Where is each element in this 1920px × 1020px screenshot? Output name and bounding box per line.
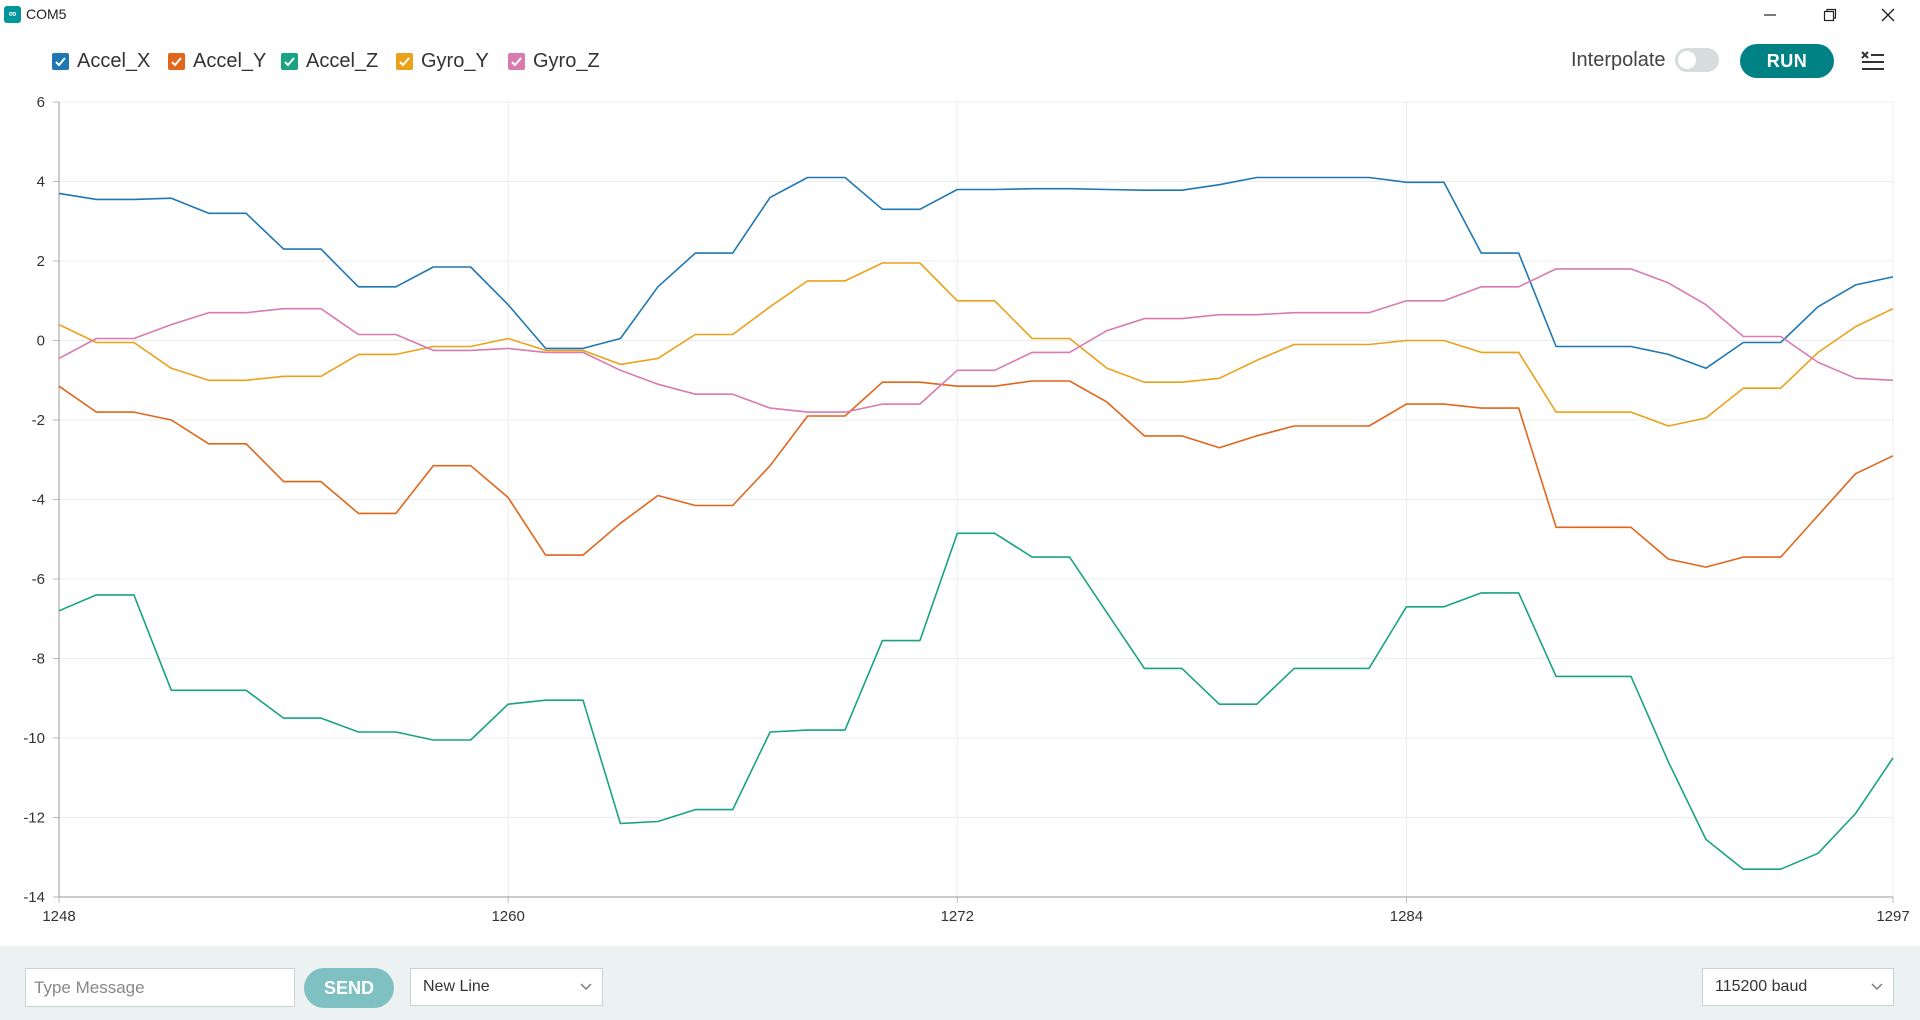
baud-rate-value: 115200 baud (1715, 978, 1808, 995)
checkbox-checked-icon[interactable] (168, 52, 185, 70)
series-line-gyro-z (58, 268, 1894, 413)
minimize-icon (1764, 14, 1776, 16)
chevron-down-icon (580, 983, 592, 990)
close-icon (1881, 8, 1895, 22)
restore-icon (1823, 8, 1837, 22)
interpolate-label: Interpolate (1571, 49, 1666, 71)
baud-rate-select[interactable]: 115200 baud (1702, 968, 1894, 1006)
y-tick-label: -14 (23, 889, 45, 906)
y-tick-label: -12 (23, 810, 45, 827)
serial-plot-chart: 6 4 2 0 -2 -4 -6 -8 -10 -12 -14 1248 1260 1272 1284 129… (23, 94, 1909, 925)
message-input[interactable] (25, 968, 295, 1007)
x-tick-label: 1284 (1390, 908, 1423, 925)
checkbox-checked-icon[interactable] (508, 52, 525, 70)
series-line-accel-x (58, 176, 1894, 370)
checkbox-checked-icon[interactable] (396, 52, 413, 70)
legend-label: Gyro_Y (421, 49, 489, 72)
title-bar: ∞ COM5 (0, 0, 1920, 30)
checkbox-checked-icon[interactable] (52, 52, 69, 70)
restore-button[interactable] (1802, 0, 1858, 30)
legend-label: Accel_Y (193, 49, 267, 72)
x-tick-label: 1260 (491, 908, 524, 925)
window-title: COM5 (26, 6, 67, 22)
toggle-knob (1678, 51, 1696, 69)
series-line-accel-z (58, 532, 1894, 871)
y-tick-label: -6 (32, 571, 45, 588)
run-button[interactable]: RUN (1740, 44, 1834, 78)
legend-item-gyro-y[interactable]: Gyro_Y (396, 48, 489, 74)
clear-output-icon (1861, 51, 1884, 70)
y-tick-label: -8 (32, 651, 45, 668)
y-tick-label: -2 (32, 412, 45, 429)
line-ending-select[interactable]: New Line (410, 968, 603, 1006)
clear-output-button[interactable] (1858, 46, 1888, 76)
legend-item-accel-y[interactable]: Accel_Y (168, 48, 266, 74)
minimize-button[interactable] (1742, 0, 1798, 30)
checkbox-checked-icon[interactable] (281, 52, 298, 70)
x-tick-label: 1248 (42, 908, 75, 925)
line-ending-value: New Line (423, 978, 490, 995)
y-tick-label: 6 (37, 94, 45, 111)
series-line-accel-y (58, 380, 1894, 568)
legend-label: Accel_Z (306, 49, 379, 72)
chevron-down-icon (1871, 983, 1883, 990)
arduino-infinity-icon: ∞ (4, 6, 21, 23)
y-tick-label: -10 (23, 730, 45, 747)
y-tick-label: 0 (37, 333, 45, 350)
x-tick-label: 1297 (1876, 908, 1909, 925)
send-button[interactable]: SEND (304, 968, 394, 1008)
y-tick-label: 4 (37, 174, 45, 191)
legend-label: Gyro_Z (533, 49, 600, 72)
legend-item-accel-z[interactable]: Accel_Z (281, 48, 378, 74)
close-button[interactable] (1860, 0, 1916, 30)
y-tick-label: -4 (32, 492, 45, 509)
legend-item-gyro-z[interactable]: Gyro_Z (508, 48, 600, 74)
series-line-gyro-y (58, 262, 1894, 427)
legend-label: Accel_X (77, 49, 151, 72)
legend-item-accel-x[interactable]: Accel_X (52, 48, 150, 74)
y-tick-label: 2 (37, 253, 45, 270)
x-tick-label: 1272 (941, 908, 974, 925)
interpolate-toggle[interactable] (1675, 48, 1719, 72)
